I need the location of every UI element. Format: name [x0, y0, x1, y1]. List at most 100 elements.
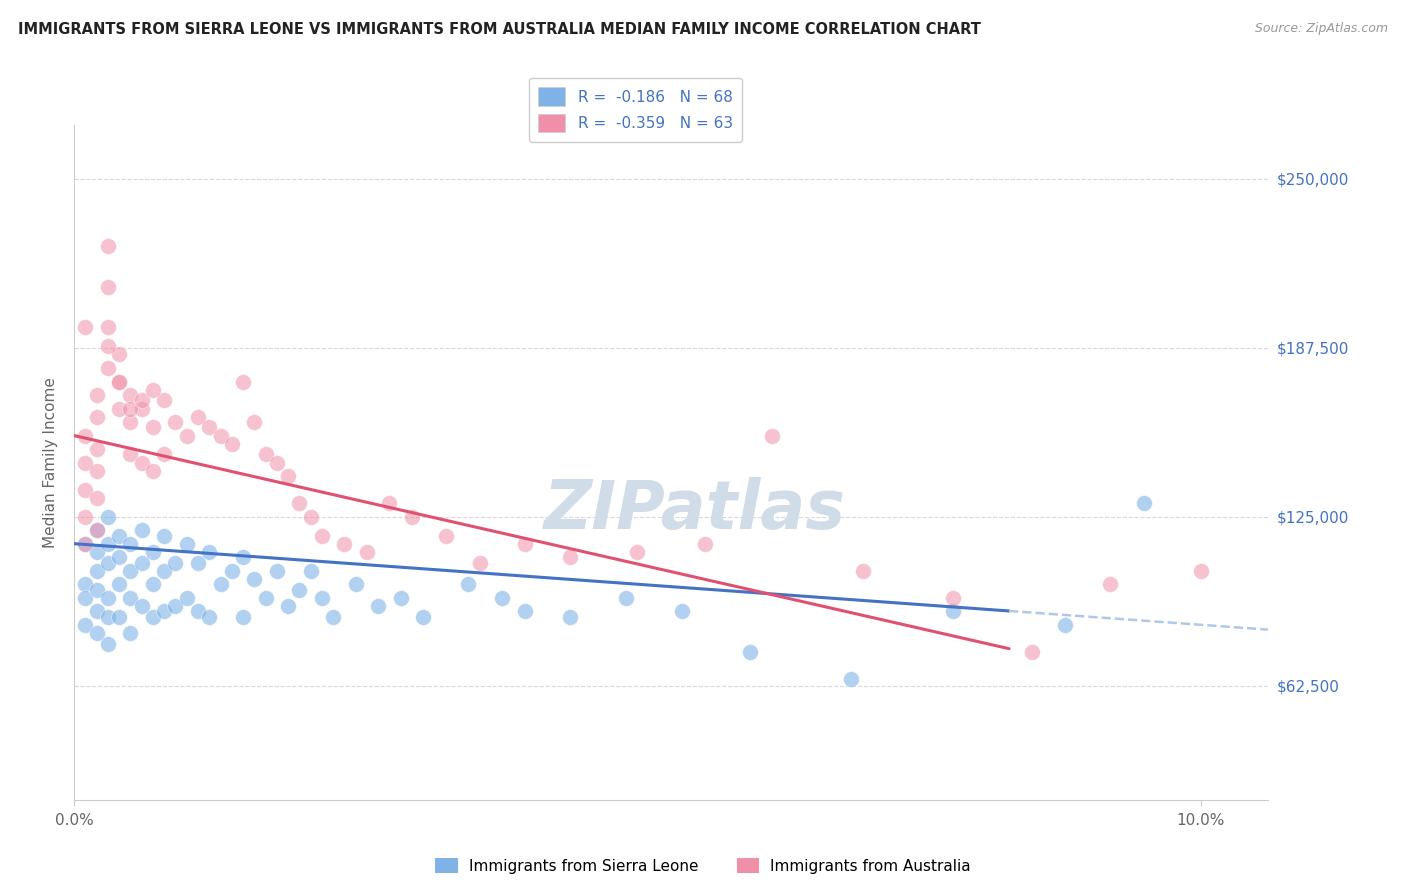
Point — [209, 577, 232, 591]
Point — [97, 609, 120, 624]
Point — [142, 383, 165, 397]
Text: ZIPatlas: ZIPatlas — [544, 477, 846, 543]
Point — [671, 604, 693, 618]
Point — [120, 448, 142, 462]
Point — [187, 409, 209, 424]
Point — [176, 537, 198, 551]
Point — [75, 483, 97, 497]
Point — [165, 599, 187, 613]
Point — [513, 537, 536, 551]
Point — [108, 550, 131, 565]
Point — [142, 464, 165, 478]
Point — [153, 448, 176, 462]
Point — [131, 393, 153, 408]
Point — [142, 577, 165, 591]
Point — [97, 509, 120, 524]
Point — [75, 537, 97, 551]
Point — [75, 320, 97, 334]
Point — [97, 591, 120, 605]
Point — [1054, 617, 1077, 632]
Point — [120, 564, 142, 578]
Point — [120, 388, 142, 402]
Point — [86, 625, 108, 640]
Point — [97, 556, 120, 570]
Point — [187, 604, 209, 618]
Point — [1021, 645, 1043, 659]
Point — [558, 550, 581, 565]
Point — [131, 556, 153, 570]
Point — [86, 604, 108, 618]
Point — [367, 599, 389, 613]
Point — [1189, 564, 1212, 578]
Legend: R =  -0.186   N = 68, R =  -0.359   N = 63: R = -0.186 N = 68, R = -0.359 N = 63 — [529, 78, 742, 142]
Point — [75, 577, 97, 591]
Point — [86, 442, 108, 456]
Point — [1133, 496, 1156, 510]
Point — [299, 564, 322, 578]
Point — [243, 415, 266, 429]
Point — [221, 564, 243, 578]
Point — [75, 591, 97, 605]
Point — [176, 591, 198, 605]
Point — [108, 577, 131, 591]
Point — [120, 401, 142, 416]
Point — [344, 577, 367, 591]
Point — [389, 591, 412, 605]
Point — [457, 577, 479, 591]
Point — [153, 528, 176, 542]
Point — [311, 591, 333, 605]
Point — [266, 564, 288, 578]
Point — [311, 528, 333, 542]
Point — [142, 609, 165, 624]
Point — [97, 537, 120, 551]
Point — [176, 428, 198, 442]
Point — [86, 491, 108, 505]
Point — [97, 239, 120, 253]
Point — [97, 339, 120, 353]
Point — [75, 617, 97, 632]
Point — [198, 420, 221, 434]
Point — [277, 599, 299, 613]
Point — [333, 537, 356, 551]
Point — [97, 320, 120, 334]
Point — [288, 496, 311, 510]
Point — [131, 456, 153, 470]
Point — [412, 609, 434, 624]
Point — [108, 609, 131, 624]
Point — [942, 591, 965, 605]
Point — [232, 550, 254, 565]
Point — [558, 609, 581, 624]
Text: IMMIGRANTS FROM SIERRA LEONE VS IMMIGRANTS FROM AUSTRALIA MEDIAN FAMILY INCOME C: IMMIGRANTS FROM SIERRA LEONE VS IMMIGRAN… — [18, 22, 981, 37]
Point — [468, 556, 491, 570]
Point — [86, 523, 108, 537]
Point — [761, 428, 783, 442]
Point — [401, 509, 423, 524]
Point — [108, 375, 131, 389]
Point — [153, 393, 176, 408]
Point — [1099, 577, 1122, 591]
Point — [131, 401, 153, 416]
Point — [86, 545, 108, 559]
Point — [86, 409, 108, 424]
Point — [288, 582, 311, 597]
Text: Source: ZipAtlas.com: Source: ZipAtlas.com — [1254, 22, 1388, 36]
Point — [852, 564, 875, 578]
Point — [378, 496, 401, 510]
Point — [209, 428, 232, 442]
Point — [131, 523, 153, 537]
Point — [86, 464, 108, 478]
Point — [232, 609, 254, 624]
Point — [322, 609, 344, 624]
Point — [266, 456, 288, 470]
Point — [108, 375, 131, 389]
Point — [86, 564, 108, 578]
Point — [153, 564, 176, 578]
Point — [120, 625, 142, 640]
Y-axis label: Median Family Income: Median Family Income — [44, 377, 58, 548]
Point — [187, 556, 209, 570]
Point — [131, 599, 153, 613]
Point — [232, 375, 254, 389]
Point — [198, 609, 221, 624]
Point — [75, 537, 97, 551]
Point — [513, 604, 536, 618]
